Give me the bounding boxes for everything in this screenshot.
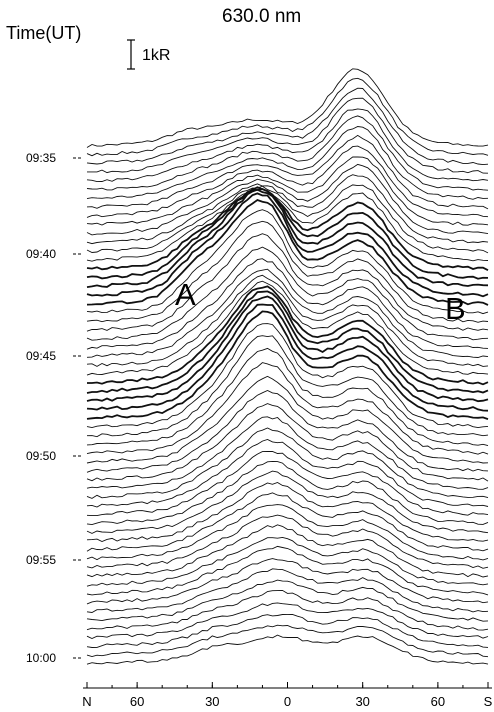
intensity-profile-line <box>86 568 489 613</box>
time-tick-label: 10:00 <box>26 651 56 665</box>
intensity-profile-line <box>86 192 489 298</box>
intensity-profile-line <box>86 614 489 648</box>
time-tick-label: 09:40 <box>26 247 56 261</box>
intensity-profile-line <box>86 280 489 376</box>
intensity-profile-line <box>86 274 489 367</box>
intensity-profile-line <box>86 482 489 542</box>
intensity-profiles <box>86 68 489 665</box>
time-tick-label: 09:45 <box>26 349 56 363</box>
intensity-profile-line <box>86 220 489 323</box>
intensity-profile-line <box>86 524 489 578</box>
intensity-profile-line <box>86 390 489 473</box>
x-tick-label: 60 <box>130 694 144 709</box>
intensity-profile-line <box>86 492 489 552</box>
time-tick-label: 09:50 <box>26 449 56 463</box>
intensity-profile-line <box>86 416 489 490</box>
intensity-profile-line <box>86 347 489 447</box>
x-tick-label: 60 <box>431 694 445 709</box>
scale-bar <box>127 39 135 70</box>
intensity-profile-line <box>86 460 489 526</box>
intensity-profile-line <box>86 536 489 587</box>
zenith-angle-axis: N 60 30 0 30 60 S <box>82 682 493 709</box>
intensity-profile-line <box>86 634 489 665</box>
intensity-profile-line <box>86 258 489 350</box>
intensity-profile-line <box>86 268 489 358</box>
intensity-profile-line <box>86 186 489 272</box>
time-tick-label: 09:35 <box>26 151 56 165</box>
intensity-profile-line <box>86 134 489 210</box>
y-axis-label: Time(UT) <box>6 23 82 43</box>
intensity-profile-line <box>86 87 489 166</box>
intensity-profile-line <box>86 68 489 148</box>
intensity-profile-line <box>86 558 489 605</box>
intensity-profile-line <box>86 126 489 200</box>
intensity-profile-line <box>86 450 489 517</box>
intensity-profile-line <box>86 335 489 438</box>
intensity-profile-line <box>86 115 489 191</box>
x-tick-label: N <box>82 694 91 709</box>
intensity-profile-line <box>86 209 489 315</box>
intensity-profile-line <box>86 545 489 596</box>
intensity-profile-line <box>86 323 489 429</box>
intensity-profile-line <box>86 188 489 288</box>
intensity-profile-line <box>87 285 489 386</box>
intensity-profile-line <box>87 97 489 174</box>
x-tick-label: 30 <box>355 694 369 709</box>
intensity-profile-line <box>86 303 489 412</box>
intensity-profile-line <box>86 163 489 236</box>
intensity-profile-line <box>86 295 489 403</box>
x-tick-label: 0 <box>284 694 291 709</box>
intensity-profile-line <box>86 184 489 254</box>
intensity-profile-line <box>86 427 489 499</box>
x-tick-label: 30 <box>205 694 219 709</box>
intensity-profile-line <box>86 375 489 464</box>
intensity-profile-line <box>86 188 489 280</box>
annotation-b: B <box>445 291 466 326</box>
intensity-profile-line <box>86 290 489 394</box>
intensity-profile-line <box>86 145 489 218</box>
intensity-profile-line <box>86 198 489 306</box>
intensity-profile-line <box>86 362 489 455</box>
intensity-profile-line <box>86 514 489 569</box>
intensity-profile-line <box>86 579 489 622</box>
annotation-a: A <box>175 277 196 312</box>
intensity-profile-line <box>86 403 489 482</box>
intensity-profile-line <box>86 602 489 639</box>
intensity-profile-line <box>86 310 489 420</box>
intensity-profile-line <box>86 504 489 561</box>
x-tick-label: S <box>484 694 493 709</box>
intensity-profile-line <box>86 624 489 658</box>
time-axis: 09:35 09:40 09:45 09:50 09:55 10:00 <box>26 151 83 665</box>
intensity-profile-line <box>86 108 489 183</box>
intensity-profile-line <box>86 77 489 157</box>
intensity-profile-line <box>86 174 489 245</box>
chart-title: 630.0 nm <box>222 6 302 27</box>
intensity-profile-line <box>86 439 489 508</box>
intensity-profile-line <box>86 589 489 631</box>
intensity-profile-line <box>86 188 489 262</box>
intensity-profile-line <box>86 233 489 332</box>
scale-bar-label: 1kR <box>142 47 171 64</box>
intensity-profile-line <box>86 246 489 341</box>
intensity-profile-line <box>86 470 489 534</box>
time-tick-label: 09:55 <box>26 553 56 567</box>
intensity-profile-line <box>86 156 489 226</box>
